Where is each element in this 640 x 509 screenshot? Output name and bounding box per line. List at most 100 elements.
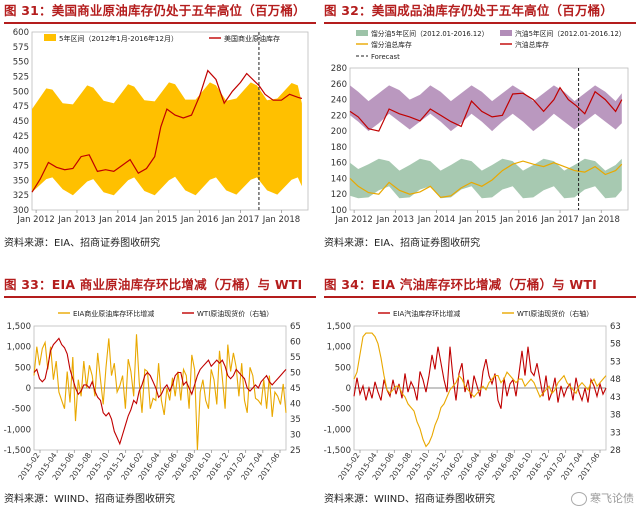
y-tick-label: -1,500 [324, 446, 351, 456]
series-line [349, 160, 623, 199]
source-note: 资料来源：WIIND、招商证券图收研究 [4, 494, 175, 505]
y-tick-label: 1,000 [327, 343, 351, 353]
chart-title: 图 31：美国商业原油库存仍处于五年高位（百万桶） [4, 0, 316, 24]
chart-panel-34: 图 34：EIA 汽油库存环比增减（万桶）与 WTI -1,500 -1,000-… [324, 274, 636, 507]
x-tick-label: Jan 2012 [334, 215, 372, 225]
y-tick-label: 200 [331, 127, 347, 137]
y-tick-label: 375 [13, 162, 29, 172]
wechat-icon [571, 492, 587, 506]
legend-label: EIA汽油库存环比增减 [393, 309, 460, 318]
y-tick-label: 550 [13, 58, 29, 68]
series-line [33, 334, 287, 451]
chart-title: 图 32：美国成品油库存仍处于五年高位（百万桶） [324, 0, 636, 24]
product-inventory-chart: 100 120 140 160 180 200 220 240 260 280 Jan 2012 Ja… [331, 29, 629, 225]
legend-label: WTI原油现货价（右轴） [197, 309, 273, 318]
y-tick-label: 220 [331, 111, 347, 121]
y-tick-label: 280 [331, 64, 347, 74]
x-tick-label: Jan 2012 [16, 215, 54, 225]
y-tick-label: 1,500 [7, 322, 31, 332]
series-line [353, 332, 607, 448]
crude-weekly-change-chart: -1,500 -1,000 -500 0 500 1,000 1,500 25 30 35 40 45… [4, 309, 301, 482]
y-tick-label: 350 [13, 176, 29, 186]
legend-label: WTI原油现货价（右轴） [517, 309, 593, 318]
chart-panel-33: 图 33：EIA 商业原油库存环比增减（万桶）与 WTI -1,500 -1,00… [4, 274, 316, 507]
legend-swatch [500, 30, 512, 36]
source-note: 资料来源：WIIND、招商证券图收研究 [324, 494, 495, 505]
y2-tick-label: 58 [610, 340, 621, 350]
y-tick-label: 120 [331, 190, 347, 200]
y2-tick-label: 38 [610, 411, 621, 421]
y2-tick-label: 60 [290, 338, 301, 348]
y2-tick-label: 50 [290, 369, 301, 379]
x-tick-label: Jan 2016 [180, 215, 218, 225]
y-tick-label: 500 [15, 363, 31, 373]
y2-tick-label: 63 [610, 322, 621, 332]
gasoline-weekly-change-chart: -1,500 -1,000 -500 0 500 1,000 1,500 28 33 38 43 48… [324, 309, 621, 482]
y-tick-label: 260 [331, 80, 347, 90]
x-tick-label: Jan 2014 [98, 215, 136, 225]
y2-tick-label: 35 [290, 415, 301, 425]
legend-label: 汽油5年区间（2012.01-2016.12） [515, 29, 626, 38]
y-tick-label: 1,000 [7, 343, 31, 353]
y-tick-label: -1,000 [4, 425, 31, 435]
y-tick-label: 425 [13, 132, 29, 142]
series-line [33, 337, 287, 446]
y-tick-label: 140 [331, 174, 347, 184]
x-tick-label: Jan 2013 [57, 215, 95, 225]
crude-inventory-chart: 300 325 350 375 400 425 450 475 500 525 550 575 600 J… [13, 28, 309, 225]
x-tick-label: Jan 2015 [458, 215, 496, 225]
legend-label: 馏分油总库存 [371, 40, 412, 49]
y-tick-label: 240 [331, 96, 347, 106]
y-tick-label: 500 [335, 363, 351, 373]
y-tick-label: 500 [13, 87, 29, 97]
distillate-range-band [350, 158, 622, 199]
y2-tick-label: 40 [290, 400, 301, 410]
y-tick-label: 400 [13, 147, 29, 157]
series-line [349, 86, 623, 132]
y-tick-label: 600 [13, 28, 29, 38]
chart-title: 图 33：EIA 商业原油库存环比增减（万桶）与 WTI [4, 274, 316, 298]
x-tick-label: Jan 2015 [139, 215, 177, 225]
legend-label: 馏分油5年区间（2012.01-2016.12） [371, 29, 488, 38]
y2-tick-label: 28 [610, 446, 621, 456]
watermark-text: 寒飞论债 [590, 492, 634, 505]
y2-tick-label: 43 [610, 393, 621, 403]
y2-tick-label: 33 [610, 428, 621, 438]
x-tick-label: Jan 2018 [262, 215, 300, 225]
legend-swatch [356, 30, 368, 36]
chart-panel-31: 图 31：美国商业原油库存仍处于五年高位（百万桶） 300 325 350 375 40… [4, 0, 316, 251]
source-note: 资料来源：EIA、招商证券图收研究 [4, 238, 161, 249]
source-note: 资料来源：EIA、招商证券图收研究 [324, 238, 481, 249]
five-year-range-band [32, 82, 302, 196]
legend-label: 美国商业原油库存 [224, 34, 280, 43]
y2-tick-label: 55 [290, 353, 301, 363]
chart-title: 图 34：EIA 汽油库存环比增减（万桶）与 WTI [324, 274, 636, 298]
x-tick-label: Jan 2014 [417, 215, 455, 225]
x-tick-label: Jan 2016 [499, 215, 537, 225]
legend-swatch [44, 34, 56, 41]
legend-label: EIA商业原油库存环比增减 [73, 309, 154, 318]
y-tick-label: -500 [332, 405, 351, 415]
y-tick-label: 475 [13, 102, 29, 112]
legend-label: Forecast [371, 53, 400, 61]
x-tick-label: Jan 2017 [540, 215, 578, 225]
y-tick-label: -1,000 [324, 425, 351, 435]
y-tick-label: 180 [331, 143, 347, 153]
x-tick-label: Jan 2017 [221, 215, 259, 225]
x-tick-label: Jan 2013 [376, 215, 414, 225]
x-tick-label: Jan 2018 [582, 215, 620, 225]
y2-tick-label: 30 [290, 431, 301, 441]
y-tick-label: 300 [13, 206, 29, 216]
watermark: 寒飞论债 [571, 490, 634, 506]
y-tick-label: -500 [12, 405, 31, 415]
y-tick-label: -1,500 [4, 446, 31, 456]
y-tick-label: 1,500 [327, 322, 351, 332]
y2-tick-label: 25 [290, 446, 301, 456]
y2-tick-label: 48 [610, 375, 621, 385]
y-tick-label: 0 [346, 384, 351, 394]
y2-tick-label: 45 [290, 384, 301, 394]
legend-label: 汽油总库存 [515, 40, 549, 49]
legend-label: 5年区间（2012年1月-2016年12月） [59, 34, 178, 43]
y-tick-label: 325 [13, 191, 29, 201]
y-tick-label: 450 [13, 117, 29, 127]
